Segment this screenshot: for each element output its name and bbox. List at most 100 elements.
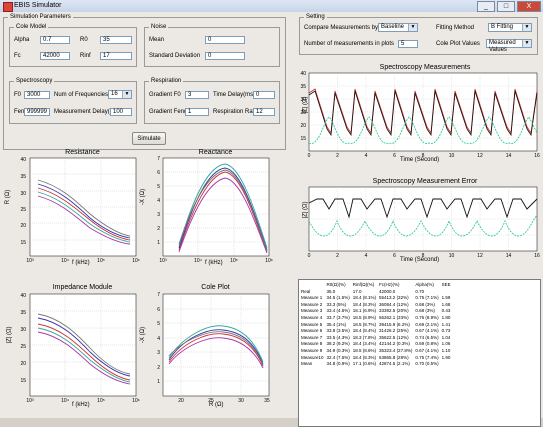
mean-label: Mean	[149, 37, 165, 43]
minimize-button[interactable]: _	[477, 1, 495, 12]
cole-plot-chart: 7 6 5 4 3 2 1 20 25 30 35	[157, 292, 270, 404]
window-title: EBIS Simulator	[14, 2, 62, 9]
tick-labels: 40 35 30 25 20 15 10³ 10⁴ 10⁵ 10⁶	[20, 293, 139, 404]
compare-select[interactable]: Baseline ▼	[378, 23, 418, 32]
table-cell: 0.76 (8.9%)	[415, 314, 439, 320]
table-cell: 38.2 (9.2%)	[326, 341, 350, 347]
gradient-f0-field[interactable]: 3	[185, 91, 209, 99]
table-row: Real 35.0 17.0 42000.0 0.70	[301, 289, 454, 296]
x-tick: 10⁵	[230, 258, 238, 264]
num-frequencies-select[interactable]: 16 ▼	[108, 90, 132, 99]
simulate-button[interactable]: Simulate	[132, 132, 166, 145]
r0-field[interactable]: 35	[100, 36, 132, 44]
fitting-method-label: Fitting Method	[436, 25, 475, 31]
simulation-parameters-group: Simulation Parameters Cole Model Alpha 0…	[3, 13, 286, 150]
mean-field[interactable]: 0	[205, 36, 245, 44]
table-row: Measure 3 33.4 (4.5%) 18.1 (6.9%) 33392.5 (…	[301, 308, 454, 315]
gradient-fend-field[interactable]: 1	[185, 108, 209, 116]
y-tick: 4	[157, 336, 160, 342]
tick-labels: 7 6 5 4 3 2 1 20 25 30 35	[157, 292, 270, 404]
reactance-ylabel: -X (Ω)	[140, 188, 147, 206]
row-label: Measure10	[301, 354, 324, 360]
fc-label: Fc	[14, 53, 21, 59]
table-cell: 56262.1 (33%)	[379, 314, 409, 320]
table-cell: 18.4 (8.1%)	[352, 295, 377, 301]
fc-field[interactable]: 42000	[40, 52, 70, 60]
table-cell: 0.68 (3%)	[415, 301, 435, 307]
group-title: Respiration	[149, 77, 184, 85]
chevron-down-icon: ▼	[522, 40, 531, 47]
impedance-ylabel: |Z| (Ω)	[6, 326, 13, 344]
x-tick: 2	[336, 153, 339, 159]
y-tick: 40	[20, 293, 26, 299]
std-field[interactable]: 0	[205, 52, 245, 60]
table-row: Measure 7 33.5 (4.3%) 18.3 (7.8%) 35622.5 (…	[301, 335, 454, 342]
results-table[interactable]: R0(Ω)(%) Rinf(Ω)(%) Fc(Hz)(%) Alpha(%) S…	[298, 279, 541, 427]
num-frequencies-label: Num of Frequencies	[54, 92, 109, 98]
error-ylabel: |Z| (Ω)	[302, 201, 309, 219]
table-cell: 39415.9 (6.2%)	[379, 321, 410, 327]
y-tick: 5	[157, 321, 160, 327]
x-tick: 20	[178, 398, 184, 404]
table-cell: 31426.2 (25%)	[379, 328, 409, 334]
x-tick: 10	[449, 153, 455, 159]
close-button[interactable]: X	[517, 1, 541, 12]
table-cell: 0.70	[415, 288, 425, 294]
x-tick: 10⁵	[97, 398, 105, 404]
x-tick: 6	[393, 253, 396, 259]
x-tick: 4	[365, 253, 368, 259]
x-tick: 14	[506, 153, 512, 159]
table-cell: 18.4 (8.3%)	[352, 354, 377, 360]
x-tick: 25	[208, 398, 214, 404]
noise-group: Noise Mean 0 Standard Deviation 0	[144, 23, 280, 67]
cole-plot-values-select[interactable]: Measured Values ▼	[486, 39, 532, 53]
x-tick: 14	[506, 253, 512, 259]
x-tick: 10³	[26, 258, 34, 264]
num-plots-label: Number of measurements in plots	[304, 41, 395, 47]
respiration-rate-field[interactable]: 12	[253, 108, 275, 116]
table-cell: 0.43	[441, 308, 451, 314]
gradient-fend-label: Gradient Fend	[149, 109, 188, 115]
x-tick: 2	[336, 253, 339, 259]
table-cell: 18.4 (3.4%)	[352, 341, 377, 347]
table-cell: 1.06	[441, 341, 451, 347]
rinf-field[interactable]: 17	[100, 52, 132, 60]
y-tick: 4	[157, 198, 160, 204]
alpha-label: Alpha	[14, 37, 30, 43]
selected-value: B Fitting	[491, 24, 514, 30]
table-cell: 33.4 (4.5%)	[326, 308, 350, 314]
error-xlabel: Time (Second)	[400, 257, 440, 263]
y-tick: 20	[300, 123, 306, 129]
table-cell: 42874.5 (2.1%)	[379, 361, 410, 367]
x-tick: 16	[534, 253, 540, 259]
y-tick: 20	[20, 223, 26, 229]
table-cell: 34.8 (0.9%)	[326, 361, 350, 367]
alpha-field[interactable]: 0.7	[40, 36, 70, 44]
x-tick: 10⁶	[265, 258, 273, 264]
measurement-delay-field[interactable]: 100	[110, 108, 132, 116]
selected-value: Measured Values	[489, 40, 516, 53]
rinf-label: Rinf	[80, 53, 91, 59]
column-header	[301, 282, 327, 289]
app-icon	[3, 2, 13, 12]
table-cell: 35622.5 (12%)	[379, 334, 409, 340]
table-cell: 33.8 (3.5%)	[326, 328, 350, 334]
reactance-title: Reactance	[198, 149, 233, 156]
y-tick: 30	[300, 97, 306, 103]
maximize-button[interactable]: □	[497, 1, 515, 12]
fitting-method-select[interactable]: B Fitting ▼	[488, 23, 532, 32]
table-cell: 35323.4 (27.8%)	[379, 347, 413, 353]
fend-field[interactable]: 999999	[24, 108, 50, 116]
y-tick: 2	[157, 226, 160, 232]
y-tick: 25	[20, 344, 26, 350]
row-label: Real	[301, 288, 311, 294]
cole-model-group: Cole Model Alpha 0.7 R0 35 Fc 42000 Rinf…	[9, 23, 137, 67]
y-tick: 35	[300, 84, 306, 90]
num-plots-field[interactable]: 5	[398, 40, 418, 48]
f0-field[interactable]: 3000	[24, 91, 50, 99]
table-cell: 1.10	[441, 347, 451, 353]
time-delay-field[interactable]: 0	[253, 91, 275, 99]
compare-label: Compare Measurements by	[304, 25, 379, 31]
impedance-title: Impedance Module	[52, 284, 113, 291]
row-label: Measure 9	[301, 347, 323, 353]
